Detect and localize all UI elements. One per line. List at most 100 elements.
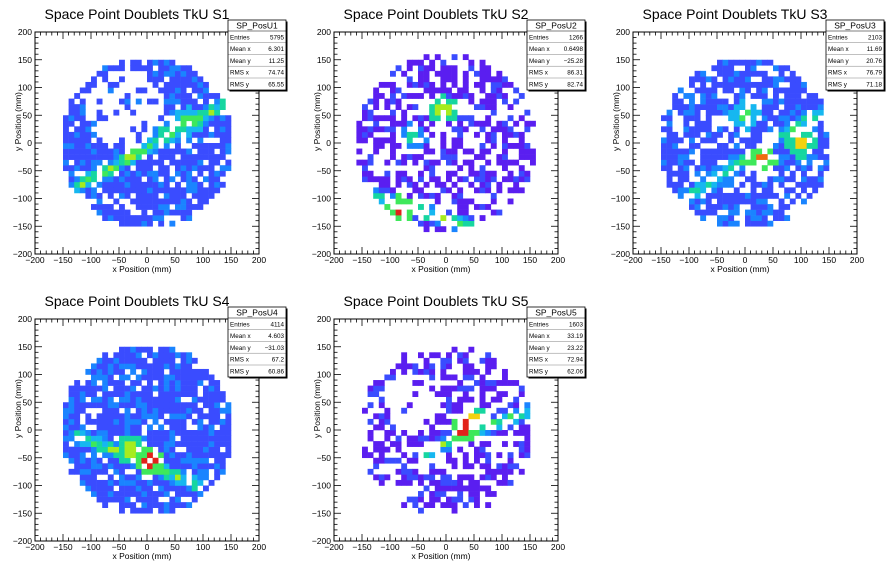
histogram-bin — [677, 137, 684, 144]
y-tick-label: −50 — [317, 166, 332, 176]
histogram-bin — [689, 143, 695, 149]
histogram-bin — [434, 352, 441, 359]
histogram-bin — [197, 87, 204, 94]
histogram-bin — [795, 192, 802, 199]
histogram-bin — [119, 418, 125, 425]
histogram-bin — [135, 215, 142, 221]
histogram-bin — [728, 215, 735, 221]
histogram-bin — [119, 402, 125, 409]
histogram-bin — [68, 468, 75, 475]
x-tick-label: −50 — [710, 255, 725, 265]
histogram-bin — [225, 446, 232, 453]
histogram-bin — [694, 104, 701, 110]
histogram-bin — [434, 418, 441, 425]
histogram-bin — [225, 126, 232, 133]
histogram-bin — [451, 424, 458, 431]
histogram-bin — [214, 187, 221, 194]
histogram-bin — [175, 126, 181, 133]
histogram-bin — [773, 81, 779, 88]
histogram-bin — [672, 181, 679, 188]
histogram-bin — [446, 407, 452, 414]
histogram-bin — [163, 187, 170, 194]
histogram-bin — [96, 209, 103, 216]
x-tick-label: −200 — [25, 542, 44, 552]
histogram-bin — [778, 215, 785, 221]
histogram-bin — [367, 154, 374, 160]
histogram-bin — [457, 115, 464, 122]
histogram-bin — [175, 143, 181, 149]
histogram-bin — [694, 87, 701, 94]
histogram-bin — [474, 131, 480, 138]
histogram-bin — [795, 98, 802, 105]
histogram-bin — [197, 407, 204, 414]
histogram-bin — [135, 176, 142, 183]
histogram-bin — [733, 187, 740, 194]
histogram-bin — [102, 374, 109, 381]
histogram-bin — [197, 104, 204, 110]
histogram-bin — [502, 463, 508, 470]
histogram-bin — [74, 402, 81, 409]
histogram-bin — [197, 380, 204, 386]
x-tick-label: 50 — [469, 255, 479, 265]
histogram-bin — [373, 474, 380, 481]
x-tick-label: 100 — [196, 542, 210, 552]
histogram-bin — [423, 192, 430, 199]
histogram-bin — [767, 220, 774, 227]
histogram-bin — [750, 137, 757, 144]
histogram-bin — [135, 187, 142, 194]
histogram-bin — [180, 407, 187, 414]
histogram-bin — [107, 380, 114, 386]
histogram-bin — [119, 380, 125, 386]
histogram-bin — [733, 81, 740, 88]
histogram-bin — [412, 496, 419, 503]
histogram-bin — [705, 181, 712, 188]
histogram-bin — [722, 109, 729, 116]
y-tick-label: 50 — [621, 110, 631, 120]
histogram-bin — [186, 104, 193, 110]
histogram-bin — [390, 120, 396, 127]
histogram-bin — [462, 385, 469, 392]
histogram-bin — [107, 430, 114, 436]
histogram-bin — [107, 181, 114, 188]
x-tick-label: −100 — [81, 542, 100, 552]
y-tick-label: 0 — [326, 138, 331, 148]
histogram-bin — [485, 181, 492, 188]
histogram-bin — [119, 479, 125, 486]
histogram-bin — [208, 424, 215, 431]
histogram-bin — [152, 435, 159, 442]
histogram-bin — [373, 463, 380, 470]
histogram-bin — [163, 463, 170, 470]
histogram-bin — [434, 109, 441, 116]
histogram-bin — [524, 120, 531, 127]
histogram-bin — [711, 209, 718, 216]
histogram-bin — [683, 148, 690, 155]
histogram-bin — [169, 187, 176, 194]
histogram-bin — [717, 181, 723, 188]
histogram-bin — [124, 441, 131, 447]
histogram-bin — [434, 176, 441, 183]
histogram-bin — [784, 192, 791, 199]
histogram-bin — [141, 413, 148, 420]
histogram-bin — [147, 380, 153, 386]
histogram-bin — [91, 363, 97, 370]
histogram-bin — [468, 93, 475, 99]
histogram-bin — [390, 137, 396, 144]
histogram-bin — [175, 391, 181, 397]
histogram-bin — [152, 457, 159, 464]
histogram-bin — [68, 131, 75, 138]
histogram-bin — [446, 176, 452, 183]
histogram-bin — [412, 368, 419, 375]
histogram-bin — [74, 407, 81, 414]
histogram-bin — [440, 154, 447, 160]
histogram-bin — [485, 357, 492, 364]
histogram-bin — [367, 109, 374, 116]
histogram-bin — [147, 424, 153, 431]
histogram-bin — [191, 357, 198, 364]
histogram-bin — [812, 137, 819, 144]
histogram-bin — [479, 402, 486, 409]
histogram-bin — [801, 115, 807, 122]
histogram-bin — [163, 346, 170, 353]
histogram-bin — [208, 104, 215, 110]
histogram-bin — [457, 496, 464, 503]
histogram-bin — [784, 159, 791, 166]
